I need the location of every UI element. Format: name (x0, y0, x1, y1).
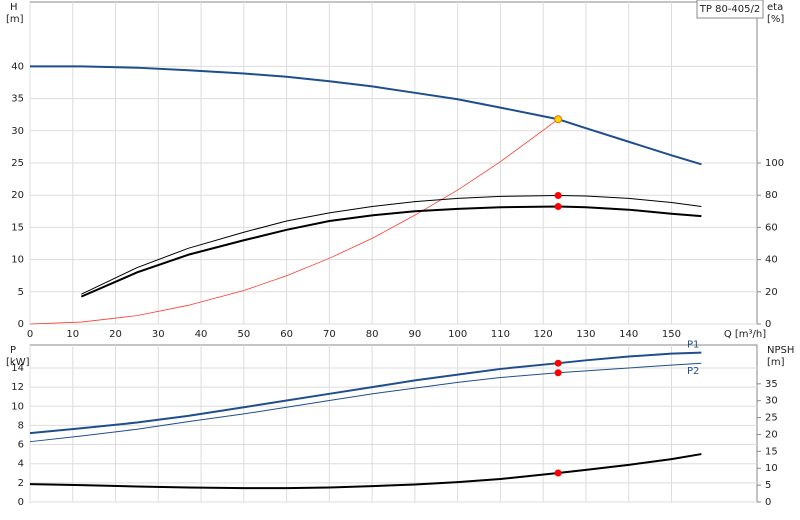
x-tick-label: 10 (66, 329, 79, 340)
operating-point (554, 115, 563, 124)
plot-frame (29, 344, 758, 503)
x-tick-label: 50 (237, 329, 250, 340)
y-tick-label: 0 (18, 319, 24, 330)
y2-tick-label: 5 (765, 480, 771, 491)
x-tick-label: 30 (152, 329, 165, 340)
y2-tick-label: 0 (765, 319, 771, 330)
y-tick-label: 12 (11, 382, 24, 393)
y-tick-label: 5 (18, 287, 24, 298)
curve (29, 351, 702, 435)
operating-point (554, 469, 562, 477)
y-tick-label: 8 (18, 420, 24, 431)
operating-point (554, 359, 562, 367)
curve (29, 118, 559, 325)
x-tick-label: 0 (27, 329, 33, 340)
chart-title: TP 80-405/2 (699, 4, 760, 15)
y2-tick-label: 35 (765, 379, 778, 390)
y2-axis-label: eta (767, 2, 783, 13)
x-tick-label: 90 (409, 329, 422, 340)
x-tick-label: 110 (491, 329, 510, 340)
x-tick-label: 140 (619, 329, 638, 340)
y2-tick-label: 60 (765, 222, 778, 233)
y-tick-label: 10 (11, 401, 24, 412)
y-axis-label: P (10, 345, 16, 356)
y-axis-unit: [m] (6, 14, 24, 25)
y2-tick-label: 0 (765, 497, 771, 508)
y2-axis-label: NPSH (767, 345, 794, 356)
y2-tick-label: 10 (765, 463, 778, 474)
y-tick-label: 35 (11, 94, 24, 105)
x-tick-label: 60 (280, 329, 293, 340)
x-tick-label: 100 (448, 329, 467, 340)
y-tick-label: 40 (11, 61, 24, 72)
y2-tick-label: 100 (765, 158, 784, 169)
y2-tick-label: 40 (765, 255, 778, 266)
curve-label: P1 (687, 340, 699, 351)
y2-tick-label: 15 (765, 446, 778, 457)
operating-point (554, 202, 562, 210)
y2-tick-label: 30 (765, 396, 778, 407)
curve-label: P2 (687, 366, 699, 377)
curve (81, 195, 702, 295)
x-tick-label: 40 (195, 329, 208, 340)
curve (29, 453, 702, 490)
curve (29, 362, 702, 443)
y-tick-label: 10 (11, 255, 24, 266)
y-axis-unit: [kW] (6, 357, 30, 368)
y-tick-label: 2 (18, 478, 24, 489)
y2-tick-label: 80 (765, 190, 778, 201)
operating-point (554, 369, 562, 377)
y-tick-label: 20 (11, 190, 24, 201)
y2-tick-label: 20 (765, 287, 778, 298)
x-tick-label: 130 (576, 329, 595, 340)
y-tick-label: 4 (18, 459, 24, 470)
y-tick-label: 14 (11, 363, 24, 374)
x-tick-label: 20 (109, 329, 122, 340)
y-tick-label: 30 (11, 126, 24, 137)
curve (30, 65, 702, 166)
y-axis-label: H (10, 2, 18, 13)
x-tick-label: 80 (366, 329, 379, 340)
y-tick-label: 0 (18, 497, 24, 508)
x-axis-label: Q [m³/h] (724, 329, 766, 340)
y2-axis-unit: [m] (767, 357, 785, 368)
title-box (696, 0, 764, 19)
y2-axis-unit: [%] (767, 14, 784, 25)
y-tick-label: 25 (11, 158, 24, 169)
x-tick-label: 150 (662, 329, 681, 340)
y-tick-label: 15 (11, 222, 24, 233)
operating-point (554, 192, 562, 200)
y2-tick-label: 20 (765, 429, 778, 440)
x-tick-label: 120 (534, 329, 553, 340)
y2-tick-label: 25 (765, 413, 778, 424)
y-tick-label: 6 (18, 440, 24, 451)
x-tick-label: 70 (323, 329, 336, 340)
curve (80, 205, 702, 298)
